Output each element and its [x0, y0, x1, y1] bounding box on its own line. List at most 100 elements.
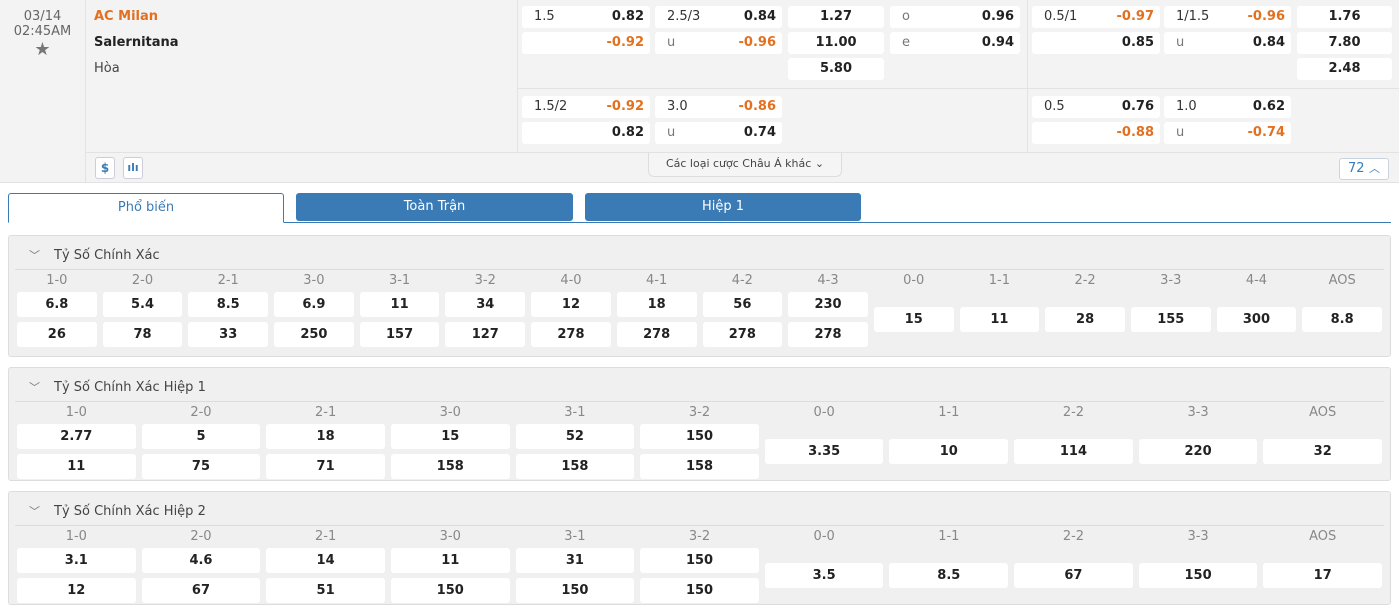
- score-odds-button[interactable]: 32: [1263, 439, 1383, 464]
- score-odds-button[interactable]: 67: [141, 578, 261, 603]
- odds-cell-1x2[interactable]: 5.80: [788, 58, 884, 80]
- score-odds-button[interactable]: 158: [640, 454, 759, 479]
- odds-cell[interactable]: 1.5/2 -0.92: [522, 96, 650, 118]
- odds-cell-1x2[interactable]: 1.76: [1297, 6, 1392, 28]
- star-icon[interactable]: ★: [34, 39, 51, 60]
- score-odds-button[interactable]: 150: [515, 578, 635, 603]
- odds-cell[interactable]: u 0.84: [1164, 32, 1291, 54]
- score-odds-button[interactable]: 34: [445, 292, 526, 317]
- score-odds-button[interactable]: 17: [1263, 563, 1383, 588]
- score-odds-button[interactable]: 6.8: [17, 292, 97, 317]
- score-odds-button[interactable]: 11: [17, 454, 136, 479]
- score-odds-button[interactable]: 11: [390, 548, 510, 573]
- score-odds-button[interactable]: 3.5: [764, 563, 884, 588]
- score-odds-button[interactable]: 14: [266, 548, 385, 573]
- score-odds-button[interactable]: 33: [188, 322, 269, 347]
- score-option: 0-0 15: [871, 270, 957, 352]
- score-odds-button[interactable]: 158: [390, 454, 510, 479]
- score-odds-button[interactable]: 75: [141, 454, 261, 479]
- score-odds-button[interactable]: 15: [873, 307, 954, 332]
- score-odds-button[interactable]: 12: [17, 578, 136, 603]
- score-odds-button[interactable]: 12: [531, 292, 611, 317]
- away-team[interactable]: Salernitana: [94, 35, 179, 50]
- score-label: AOS: [1309, 529, 1337, 544]
- score-odds-button[interactable]: 150: [1138, 563, 1258, 588]
- score-odds-button[interactable]: 15: [390, 424, 510, 449]
- score-odds-button[interactable]: 158: [515, 454, 635, 479]
- score-odds-button[interactable]: 5: [141, 424, 261, 449]
- score-odds-button[interactable]: 5.4: [102, 292, 183, 317]
- score-odds-button[interactable]: 278: [531, 322, 611, 347]
- odds-cell[interactable]: u -0.74: [1164, 122, 1291, 144]
- odds-cell[interactable]: 3.0 -0.86: [655, 96, 782, 118]
- score-odds-button[interactable]: 10: [889, 439, 1009, 464]
- odds-cell[interactable]: -0.92: [522, 32, 650, 54]
- score-odds-button[interactable]: 6.9: [274, 292, 354, 317]
- score-odds-button[interactable]: 114: [1014, 439, 1133, 464]
- score-odds-button[interactable]: 155: [1130, 307, 1211, 332]
- score-odds-button[interactable]: 18: [616, 292, 697, 317]
- score-odds-button[interactable]: 250: [274, 322, 354, 347]
- score-odds-button[interactable]: 150: [640, 424, 759, 449]
- score-odds-button[interactable]: 11: [959, 307, 1040, 332]
- more-asian-bets-toggle[interactable]: Các loại cược Châu Á khác ⌄: [648, 153, 842, 177]
- score-odds-button[interactable]: 8.5: [188, 292, 269, 317]
- score-odds-button[interactable]: 28: [1045, 307, 1125, 332]
- line-label: o: [902, 9, 910, 24]
- odds-cell[interactable]: 2.5/3 0.84: [655, 6, 782, 28]
- score-odds-button[interactable]: 52: [515, 424, 635, 449]
- odds-cell[interactable]: 0.5/1 -0.97: [1032, 6, 1160, 28]
- score-odds-button[interactable]: 150: [640, 548, 759, 573]
- score-odds-button[interactable]: 51: [266, 578, 385, 603]
- tab-popular[interactable]: Phổ biến: [8, 193, 284, 223]
- score-odds-button[interactable]: 278: [788, 322, 868, 347]
- score-odds-button[interactable]: 127: [445, 322, 526, 347]
- dollar-icon[interactable]: $: [95, 157, 115, 179]
- score-odds-button[interactable]: 8.5: [889, 563, 1009, 588]
- score-odds-button[interactable]: 220: [1138, 439, 1258, 464]
- odds-cell[interactable]: 1/1.5 -0.96: [1164, 6, 1291, 28]
- score-odds-button[interactable]: 8.8: [1302, 307, 1382, 332]
- odds-cell[interactable]: u 0.74: [655, 122, 782, 144]
- score-odds-button[interactable]: 3.35: [764, 439, 884, 464]
- market-count-button[interactable]: 72 ︿: [1339, 158, 1389, 180]
- score-odds-button[interactable]: 157: [359, 322, 440, 347]
- score-odds-button[interactable]: 26: [17, 322, 97, 347]
- odds-cell[interactable]: o 0.96: [890, 6, 1020, 28]
- score-odds-button[interactable]: 2.77: [17, 424, 136, 449]
- score-odds-button[interactable]: 31: [515, 548, 635, 573]
- score-odds-button[interactable]: 11: [359, 292, 440, 317]
- score-odds-button[interactable]: 18: [266, 424, 385, 449]
- section-header[interactable]: ﹀ Tỷ Số Chính Xác Hiệp 2: [15, 492, 1384, 526]
- score-odds-button[interactable]: 71: [266, 454, 385, 479]
- odds-cell[interactable]: 0.85: [1032, 32, 1160, 54]
- score-odds-button[interactable]: 67: [1014, 563, 1133, 588]
- score-odds-button[interactable]: 78: [102, 322, 183, 347]
- odds-cell-1x2[interactable]: 11.00: [788, 32, 884, 54]
- odds-cell[interactable]: u -0.96: [655, 32, 782, 54]
- score-odds-button[interactable]: 300: [1216, 307, 1297, 332]
- score-odds-button[interactable]: 150: [390, 578, 510, 603]
- odds-cell-1x2[interactable]: 2.48: [1297, 58, 1392, 80]
- odds-cell[interactable]: 1.5 0.82: [522, 6, 650, 28]
- score-odds-button[interactable]: 278: [616, 322, 697, 347]
- tab-full-match[interactable]: Toàn Trận: [296, 193, 573, 221]
- odds-cell-1x2[interactable]: 1.27: [788, 6, 884, 28]
- odds-cell[interactable]: e 0.94: [890, 32, 1020, 54]
- tab-first-half[interactable]: Hiệp 1: [585, 193, 861, 221]
- odds-cell-1x2[interactable]: 7.80: [1297, 32, 1392, 54]
- odds-cell[interactable]: -0.88: [1032, 122, 1160, 144]
- score-odds-button[interactable]: 4.6: [141, 548, 261, 573]
- odds-cell[interactable]: 0.82: [522, 122, 650, 144]
- score-odds-button[interactable]: 150: [640, 578, 759, 603]
- score-odds-button[interactable]: 278: [702, 322, 783, 347]
- score-odds-button[interactable]: 3.1: [17, 548, 136, 573]
- home-team[interactable]: AC Milan: [94, 9, 159, 24]
- odds-cell[interactable]: 0.5 0.76: [1032, 96, 1160, 118]
- section-header[interactable]: ﹀ Tỷ Số Chính Xác: [15, 236, 1384, 270]
- odds-cell[interactable]: 1.0 0.62: [1164, 96, 1291, 118]
- bar-chart-icon[interactable]: ılı: [123, 157, 143, 179]
- score-odds-button[interactable]: 230: [788, 292, 868, 317]
- score-odds-button[interactable]: 56: [702, 292, 783, 317]
- section-header[interactable]: ﹀ Tỷ Số Chính Xác Hiệp 1: [15, 368, 1384, 402]
